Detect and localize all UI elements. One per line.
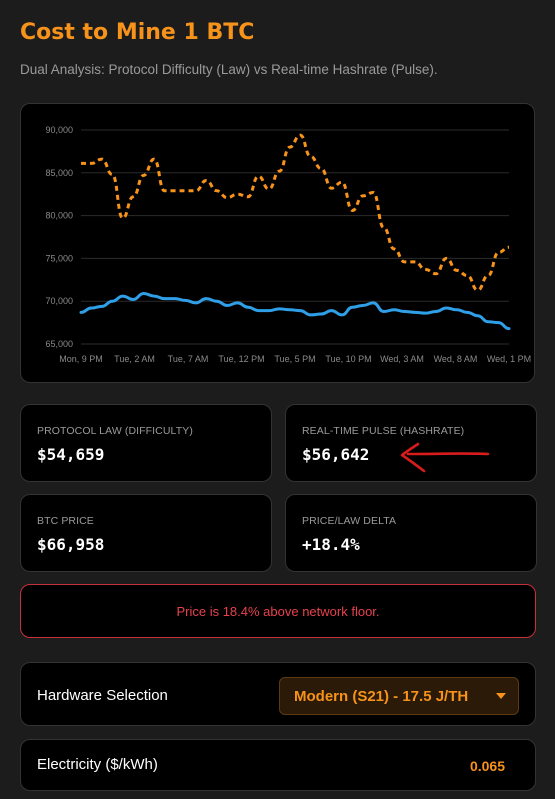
pulse-series-line [79, 291, 511, 331]
electricity-row: Electricity ($/kWh) 0.065 [20, 739, 536, 791]
x-tick-label: Tue, 10 PM [325, 354, 371, 364]
x-tick-label: Tue, 5 PM [274, 354, 315, 364]
electricity-label: Electricity ($/kWh) [37, 756, 158, 773]
chart-card: 90,000 85,000 80,000 75,000 70,000 65,000 Mon,… [20, 103, 535, 383]
hardware-select[interactable]: Modern (S21) - 17.5 J/TH [279, 677, 519, 715]
page-subtitle: Dual Analysis: Protocol Difficulty (Law)… [20, 62, 438, 77]
x-tick-label: Tue, 12 PM [218, 354, 264, 364]
chevron-down-icon [496, 693, 506, 699]
realtime-pulse-label: REAL-TIME PULSE (HASHRATE) [302, 425, 465, 437]
price-law-delta-value: +18.4% [302, 535, 360, 554]
price-law-delta-label: PRICE/LAW DELTA [302, 515, 397, 527]
cost-line-chart: 90,000 85,000 80,000 75,000 70,000 65,000 Mon,… [45, 125, 531, 364]
x-tick-label: Tue, 7 AM [168, 354, 209, 364]
x-tick-label: Wed, 1 PM [487, 354, 531, 364]
price-alert-banner: Price is 18.4% above network floor. [20, 584, 536, 638]
page-title: Cost to Mine 1 BTC [20, 20, 255, 45]
y-tick-label: 85,000 [45, 168, 73, 178]
y-tick-label: 75,000 [45, 253, 73, 263]
red-arrow-annotation [400, 442, 490, 473]
x-tick-label: Wed, 3 AM [380, 354, 424, 364]
price-law-delta-card: PRICE/LAW DELTA +18.4% [285, 494, 537, 572]
alert-text: Price is 18.4% above network floor. [176, 603, 380, 619]
x-tick-label: Mon, 9 PM [59, 354, 103, 364]
protocol-law-card: PROTOCOL LAW (DIFFICULTY) $54,659 [20, 404, 272, 482]
y-tick-label: 90,000 [45, 125, 73, 135]
law-series-line [80, 133, 510, 292]
hardware-selection-label: Hardware Selection [37, 687, 168, 704]
hardware-select-value: Modern (S21) - 17.5 J/TH [294, 687, 469, 705]
electricity-input[interactable]: 0.065 [469, 758, 505, 774]
y-tick-label: 65,000 [45, 339, 73, 349]
realtime-pulse-value: $56,642 [302, 445, 370, 464]
realtime-pulse-card: REAL-TIME PULSE (HASHRATE) $56,642 [285, 404, 537, 482]
x-tick-label: Tue, 2 AM [114, 354, 155, 364]
y-tick-label: 80,000 [45, 211, 73, 221]
protocol-law-value: $54,659 [37, 445, 105, 464]
hardware-selection-row: Hardware Selection Modern (S21) - 17.5 J… [20, 662, 536, 726]
protocol-law-label: PROTOCOL LAW (DIFFICULTY) [37, 425, 193, 437]
btc-price-label: BTC PRICE [37, 515, 94, 527]
btc-price-card: BTC PRICE $66,958 [20, 494, 272, 572]
btc-price-value: $66,958 [37, 535, 105, 554]
x-tick-label: Wed, 8 AM [434, 354, 478, 364]
y-tick-label: 70,000 [45, 296, 73, 306]
